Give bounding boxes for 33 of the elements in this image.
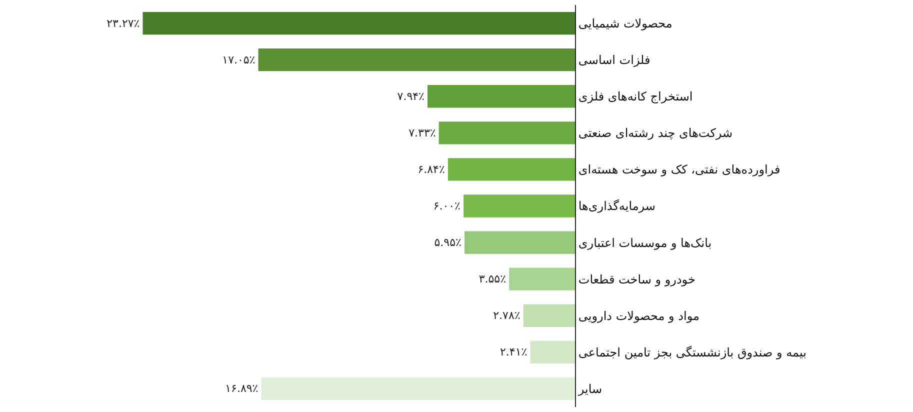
y-tick-label: شرکت‌های چند رشته‌ای صنعتی [578,126,733,140]
data-label: ۷.۳۳٪ [408,126,436,140]
data-label: ۵.۹۵٪ [434,236,462,250]
data-label: ۶.۰۰٪ [433,200,461,212]
bar [438,122,575,144]
y-tick-label: سرمایه‌گذاری‌ها [578,199,656,214]
data-label: ۲.۷۸٪ [493,309,520,322]
data-label: ۱۶.۸۹٪ [225,382,258,396]
bar [258,48,575,72]
bar [448,158,575,181]
bar [142,12,575,35]
bar [464,194,575,218]
bar [509,268,575,290]
bar [428,85,575,108]
bar [523,304,575,327]
y-tick-label: سایر [577,382,602,396]
y-tick-label: بیمه و صندوق بازنشستگی بجز تامین اجتماعی [578,345,806,360]
data-label: ۱۷.۰۵٪ [222,53,256,66]
y-tick-label: فلزات اساسی [578,53,650,68]
y-tick-label: محصولات شیمیایی [578,16,672,30]
data-label: ۲.۴۱٪ [500,346,528,359]
bar [530,340,575,364]
y-tick-label: فراورده‌های نفتی، کک و سوخت هسته‌ای [578,162,780,177]
data-label: ۷.۹۴٪ [397,90,425,103]
bar [464,231,575,254]
y-tick-label: استخراج کانه‌های فلزی [578,90,693,104]
data-label: ۳.۵۵٪ [478,272,506,286]
y-tick-label: مواد و محصولات دارویی [578,308,700,323]
data-label: ۲۳.۲۷٪ [106,16,140,30]
y-tick-label: خودرو و ساخت قطعات [578,272,696,286]
data-label: ۶.۸۴٪ [418,162,445,176]
bar [261,377,575,400]
y-tick-label: بانک‌ها و موسسات اعتباری [578,236,712,250]
